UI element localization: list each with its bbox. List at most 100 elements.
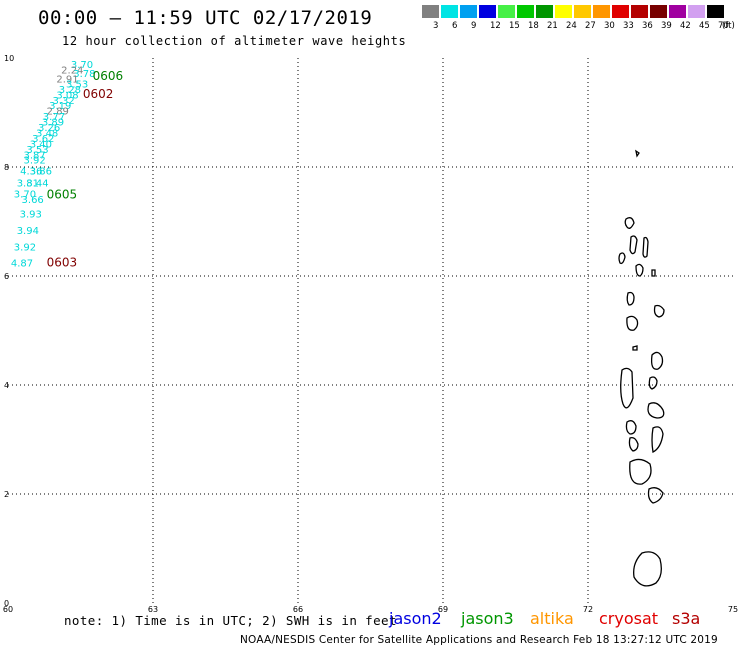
satellite-label-jason3: jason3	[461, 609, 514, 628]
legend-label-45: 45	[699, 21, 710, 31]
x-tick-label-75: 75	[728, 605, 738, 614]
wave-height-label: 3.44	[26, 179, 48, 190]
wave-height-label: 3.92	[23, 156, 45, 167]
legend-swatch-42	[669, 5, 686, 18]
coastline-1	[624, 217, 635, 229]
legend-swatch-70	[707, 5, 724, 18]
map-title: 00:00 – 11:59 UTC 02/17/2019	[38, 7, 373, 29]
legend-label-9: 9	[471, 21, 477, 31]
legend-label-3: 3	[433, 21, 439, 31]
x-tick-label-63: 63	[148, 605, 158, 614]
legend-swatch-3	[422, 5, 439, 18]
coastline-6	[651, 269, 656, 277]
coastline-20	[633, 551, 662, 587]
wave-height-label: 2.24	[61, 65, 83, 76]
x-tick-label-60: 60	[3, 605, 13, 614]
wave-height-label: 3.28	[59, 85, 81, 96]
pass-time-label: 0606	[93, 69, 124, 83]
coastline-19	[647, 487, 664, 504]
legend-label-27: 27	[585, 21, 596, 31]
legend-swatch-24	[555, 5, 572, 18]
wave-height-label: 3.48	[36, 128, 58, 139]
wave-height-label: 3.78	[73, 69, 95, 80]
wave-height-label: 3.19	[49, 101, 71, 112]
coastline-15	[625, 420, 637, 435]
coastline-group	[618, 149, 665, 587]
wave-height-label: 4.36	[20, 167, 42, 178]
x-tick-label-66: 66	[293, 605, 303, 614]
grid-lines	[8, 58, 733, 603]
wave-height-label: 3.40	[30, 139, 52, 150]
pass-time-label: 0605	[47, 188, 78, 202]
coastline-0	[635, 149, 640, 158]
wave-height-label: 3.70	[14, 190, 36, 201]
legend-swatch-30	[593, 5, 610, 18]
legend-label-33: 33	[623, 21, 634, 31]
legend-swatch-39	[650, 5, 667, 18]
coastline-14	[647, 402, 665, 419]
coastline-12	[620, 367, 634, 409]
legend-swatch-6	[441, 5, 458, 18]
legend-swatch-27	[574, 5, 591, 18]
satellite-label-cryosat: cryosat	[599, 609, 659, 628]
y-tick-label-0: 0	[4, 599, 9, 608]
y-tick-label-8: 8	[4, 163, 9, 172]
legend-swatch-9	[460, 5, 477, 18]
y-tick-label-2: 2	[4, 490, 9, 499]
wave-height-label: 3.62	[32, 134, 54, 145]
wave-height-label: 3.08	[56, 90, 78, 101]
wave-height-label: 3.53	[66, 79, 88, 90]
legend-swatch-45	[688, 5, 705, 18]
wave-height-label: 3.92	[14, 242, 36, 253]
legend-label-6: 6	[452, 21, 458, 31]
coastline-11	[650, 351, 664, 370]
wave-height-label: 2.91	[56, 75, 78, 86]
coastline-7	[626, 291, 635, 306]
legend-label-18: 18	[528, 21, 539, 31]
map-subtitle: 12 hour collection of altimeter wave hei…	[62, 34, 407, 48]
legend-unit: (ft)	[722, 21, 735, 31]
wave-height-label: 3.26	[38, 123, 60, 134]
legend-swatch-15	[498, 5, 515, 18]
legend-swatch-18	[517, 5, 534, 18]
legend-swatch-12	[479, 5, 496, 18]
wave-height-label: 3.86	[30, 167, 52, 178]
legend-label-21: 21	[547, 21, 558, 31]
observation-labels: 3.702.243.782.913.533.283.083.323.192.89…	[11, 60, 96, 270]
pass-time-label: 0603	[47, 256, 78, 270]
coastline-16	[651, 426, 664, 453]
wave-height-label: 3.87	[23, 150, 45, 161]
satellite-label-jason2: jason2	[389, 609, 442, 628]
x-tick-label-72: 72	[583, 605, 593, 614]
wave-height-label: 2.89	[47, 107, 69, 118]
wave-height-label: 3.94	[17, 226, 39, 237]
wave-height-label: 4.87	[11, 259, 33, 270]
wave-height-label: 3.53	[26, 145, 48, 156]
wave-height-label: 3.66	[22, 195, 44, 206]
wave-height-label: 3.32	[52, 96, 74, 107]
footer-note: note: 1) Time is in UTC; 2) SWH is in fe…	[64, 613, 397, 628]
legend-swatch-21	[536, 5, 553, 18]
coastline-8	[653, 304, 665, 318]
satellite-label-altika: altika	[530, 609, 574, 628]
legend-label-70: 70	[718, 21, 729, 31]
legend-label-36: 36	[642, 21, 653, 31]
satellite-label-s3a: s3a	[672, 609, 701, 628]
coastline-4	[635, 263, 644, 277]
legend-swatch-36	[631, 5, 648, 18]
legend-label-12: 12	[490, 21, 501, 31]
coastline-2	[629, 235, 638, 255]
legend-label-42: 42	[680, 21, 691, 31]
coastline-3	[618, 252, 626, 265]
y-tick-label-10: 10	[4, 54, 14, 63]
legend-swatch-33	[612, 5, 629, 18]
y-tick-label-4: 4	[4, 381, 9, 390]
footer-credit: NOAA/NESDIS Center for Satellite Applica…	[240, 634, 718, 646]
x-tick-label-69: 69	[438, 605, 448, 614]
wave-height-label: 3.93	[20, 210, 42, 221]
legend-label-24: 24	[566, 21, 577, 31]
wave-height-label: 3.70	[71, 60, 93, 71]
y-tick-label-6: 6	[4, 272, 9, 281]
